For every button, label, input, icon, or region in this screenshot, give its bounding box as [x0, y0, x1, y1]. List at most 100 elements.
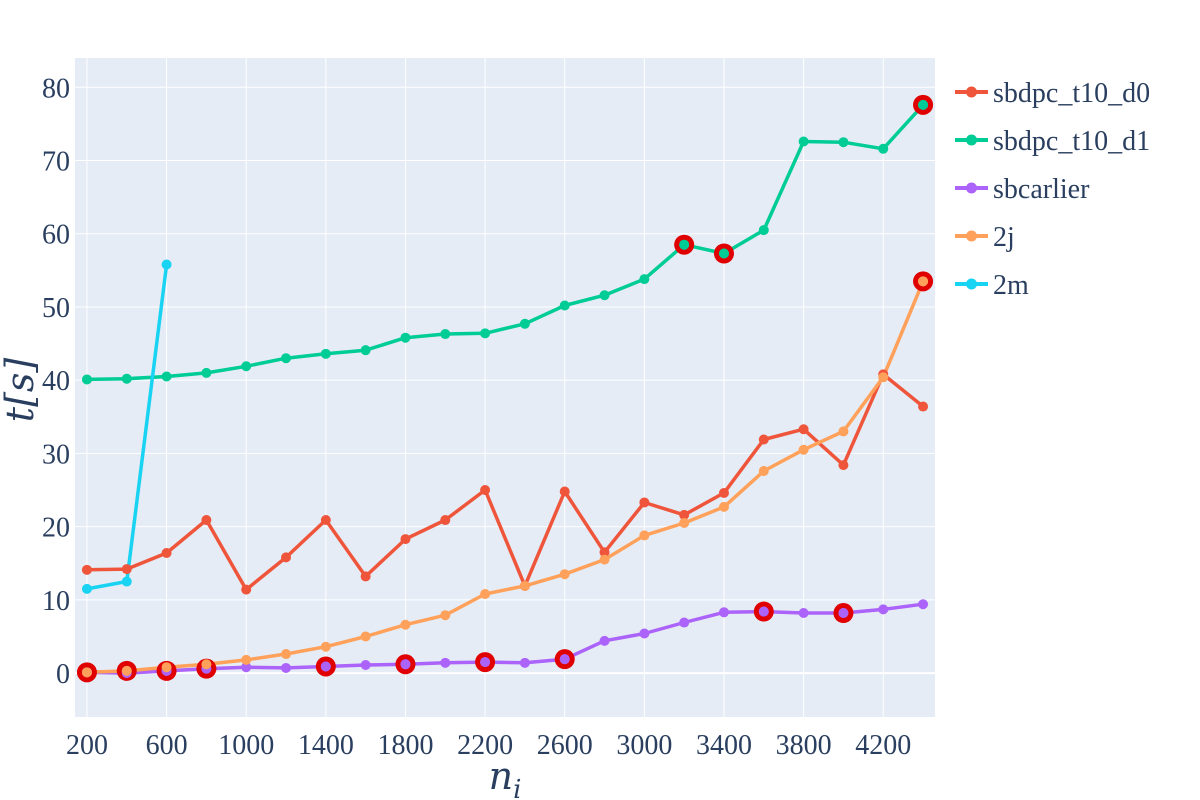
data-point-2m — [121, 576, 132, 587]
data-point-sbcarlier — [758, 606, 769, 617]
series-line-2j — [86, 280, 925, 675]
legend-item-sbdpc_t10_d1[interactable]: sbdpc_t10_d1 — [955, 126, 1150, 157]
data-point-sbcarlier — [718, 607, 729, 618]
data-point-sbdpc_t10_d0 — [679, 509, 690, 520]
y-tick-label: 80 — [42, 73, 70, 104]
data-point-2j — [281, 649, 292, 660]
legend-item-sbdpc_t10_d0[interactable]: sbdpc_t10_d0 — [955, 78, 1150, 109]
data-point-2j — [201, 659, 212, 670]
y-tick-label: 30 — [42, 439, 70, 470]
legend-marker — [966, 278, 977, 290]
data-point-sbdpc_t10_d0 — [201, 515, 212, 526]
data-point-sbdpc_t10_d1 — [360, 345, 371, 356]
legend-label: 2j — [993, 222, 1015, 253]
grid-lines — [75, 58, 935, 717]
data-point-sbdpc_t10_d1 — [281, 353, 292, 364]
data-point-sbdpc_t10_d1 — [878, 143, 889, 154]
x-tick-label: 3000 — [616, 730, 672, 761]
data-point-sbdpc_t10_d1 — [241, 361, 252, 372]
data-point-sbcarlier — [679, 617, 690, 628]
data-point-2m — [161, 259, 172, 270]
y-tick-label: 10 — [42, 586, 70, 617]
data-point-sbdpc_t10_d0 — [440, 515, 451, 526]
data-point-2j — [121, 665, 132, 676]
data-point-sbdpc_t10_d1 — [161, 371, 172, 382]
data-point-sbdpc_t10_d1 — [400, 332, 411, 343]
x-axis-title-main: n — [489, 754, 513, 798]
data-point-sbcarlier — [798, 608, 809, 619]
data-point-sbdpc_t10_d1 — [519, 318, 530, 329]
data-point-sbdpc_t10_d1 — [559, 300, 570, 311]
data-point-sbdpc_t10_d1 — [440, 329, 451, 340]
data-point-sbdpc_t10_d1 — [838, 137, 849, 148]
x-tick-label: 600 — [146, 730, 188, 761]
y-tick-label: 70 — [42, 147, 70, 178]
data-point-sbcarlier — [320, 661, 331, 672]
y-tick-label: 0 — [56, 659, 70, 690]
data-point-sbdpc_t10_d0 — [241, 584, 252, 595]
legend-marker — [966, 230, 977, 242]
data-point-sbcarlier — [918, 599, 929, 610]
legend-label: sbcarlier — [993, 174, 1090, 205]
data-point-sbdpc_t10_d0 — [639, 497, 650, 508]
legend: sbdpc_t10_d0 sbdpc_t10_d1 sbcarlier 2j 2m — [955, 78, 1150, 301]
legend-marker — [966, 182, 977, 194]
data-point-sbdpc_t10_d1 — [201, 367, 212, 378]
data-point-sbdpc_t10_d0 — [360, 571, 371, 582]
data-point-sbdpc_t10_d0 — [758, 434, 769, 445]
data-point-2j — [599, 554, 610, 565]
y-tick-label: 50 — [42, 293, 70, 324]
legend-marker — [966, 86, 977, 98]
legend-item-2m[interactable]: 2m — [955, 270, 1029, 301]
data-point-sbcarlier — [281, 662, 292, 673]
data-point-2j — [241, 654, 252, 665]
data-point-sbdpc_t10_d0 — [599, 547, 610, 558]
data-point-sbdpc_t10_d0 — [798, 424, 809, 435]
data-point-sbdpc_t10_d1 — [599, 290, 610, 301]
series-line-sbcarlier — [86, 602, 924, 675]
data-point-sbcarlier — [480, 657, 491, 668]
data-point-sbdpc_t10_d1 — [718, 248, 729, 259]
y-tick-label: 40 — [42, 366, 70, 397]
data-point-sbdpc_t10_d0 — [121, 564, 132, 575]
data-point-2j — [81, 667, 92, 678]
data-point-2j — [320, 641, 331, 652]
legend-marker — [966, 134, 977, 146]
x-axis-title-sub: i — [513, 775, 521, 800]
data-point-2j — [360, 631, 371, 642]
data-point-2j — [480, 588, 491, 599]
y-tick-label: 60 — [42, 220, 70, 251]
data-point-2j — [400, 619, 411, 630]
x-tick-label: 200 — [66, 730, 108, 761]
y-tick-label: 20 — [42, 513, 70, 544]
data-point-sbcarlier — [400, 659, 411, 670]
data-point-sbcarlier — [878, 604, 889, 615]
data-point-2j — [440, 610, 451, 621]
data-point-sbdpc_t10_d0 — [281, 552, 292, 563]
series-line-sbdpc_t10_d1 — [86, 103, 925, 382]
x-tick-label: 1400 — [298, 730, 354, 761]
data-point-sbdpc_t10_d0 — [400, 534, 411, 545]
x-tick-label: 3400 — [696, 730, 752, 761]
data-point-sbdpc_t10_d0 — [718, 487, 729, 498]
data-point-sbcarlier — [440, 657, 451, 668]
data-point-sbdpc_t10_d1 — [121, 373, 132, 384]
data-point-2j — [519, 580, 530, 591]
data-point-sbdpc_t10_d0 — [559, 486, 570, 497]
data-point-2j — [679, 517, 690, 528]
data-point-2j — [918, 276, 929, 287]
data-point-sbdpc_t10_d1 — [798, 136, 809, 147]
x-tick-label: 2600 — [537, 730, 593, 761]
legend-item-2j[interactable]: 2j — [955, 222, 1015, 253]
legend-item-sbcarlier[interactable]: sbcarlier — [955, 174, 1090, 205]
data-point-sbdpc_t10_d0 — [320, 515, 331, 526]
data-point-sbdpc_t10_d0 — [918, 401, 929, 412]
data-point-sbdpc_t10_d0 — [161, 547, 172, 558]
data-point-sbcarlier — [241, 662, 252, 673]
data-point-2j — [559, 569, 570, 580]
series-points — [81, 99, 929, 679]
data-point-sbcarlier — [639, 628, 650, 639]
legend-label: sbdpc_t10_d1 — [993, 126, 1150, 157]
data-point-sbcarlier — [519, 657, 530, 668]
